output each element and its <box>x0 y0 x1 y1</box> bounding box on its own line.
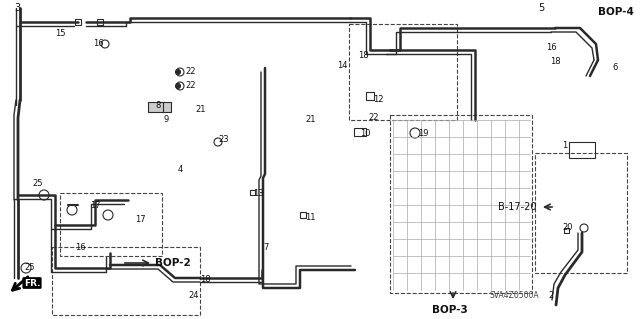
Bar <box>250 189 255 195</box>
Text: 23: 23 <box>218 136 228 145</box>
Bar <box>535 153 627 273</box>
Text: 3: 3 <box>14 3 20 13</box>
Bar <box>390 115 532 293</box>
Text: 2: 2 <box>548 291 553 300</box>
Text: 8: 8 <box>155 101 161 110</box>
Text: FR.: FR. <box>24 278 40 287</box>
Text: 4: 4 <box>178 166 183 174</box>
Text: BOP-3: BOP-3 <box>432 305 468 315</box>
Text: 18: 18 <box>550 57 561 66</box>
Text: 22: 22 <box>185 81 195 91</box>
Text: 25: 25 <box>32 179 42 188</box>
Text: SVA4Z0500A: SVA4Z0500A <box>490 291 540 300</box>
Text: 1: 1 <box>562 140 567 150</box>
Text: 22: 22 <box>185 68 195 77</box>
Text: 9: 9 <box>163 115 168 124</box>
Bar <box>354 128 366 136</box>
Bar <box>349 24 457 120</box>
Text: 16: 16 <box>546 43 557 53</box>
Text: 21: 21 <box>195 106 205 115</box>
Text: 7: 7 <box>263 243 268 253</box>
Bar <box>569 142 595 158</box>
Text: 22: 22 <box>368 114 378 122</box>
Bar <box>300 212 306 218</box>
Bar <box>366 92 374 100</box>
Bar <box>97 19 103 25</box>
Text: 17: 17 <box>90 201 100 210</box>
Circle shape <box>175 84 180 88</box>
Bar <box>52 247 200 315</box>
Bar <box>163 102 171 112</box>
Text: 18: 18 <box>200 276 211 285</box>
Text: 10: 10 <box>360 129 371 137</box>
Text: 24: 24 <box>188 291 198 300</box>
Bar <box>75 19 81 25</box>
Text: 6: 6 <box>612 63 618 72</box>
Text: 5: 5 <box>538 3 544 13</box>
Text: 14: 14 <box>337 61 348 70</box>
Text: 11: 11 <box>305 213 316 222</box>
Text: 20: 20 <box>562 224 573 233</box>
Text: 16: 16 <box>93 40 104 48</box>
Text: 25: 25 <box>24 263 35 272</box>
Text: BOP-4: BOP-4 <box>598 7 634 17</box>
Circle shape <box>175 70 180 75</box>
Text: 15: 15 <box>55 28 65 38</box>
Text: B-17-20: B-17-20 <box>498 202 536 212</box>
Bar <box>148 102 164 112</box>
Text: 16: 16 <box>75 243 86 253</box>
Text: BOP-2: BOP-2 <box>155 258 191 268</box>
Bar <box>60 193 162 256</box>
Text: 21: 21 <box>305 115 316 124</box>
Bar <box>563 227 568 233</box>
Text: 19: 19 <box>418 129 429 137</box>
Text: 18: 18 <box>358 50 369 60</box>
Text: 12: 12 <box>373 95 383 105</box>
Text: 17: 17 <box>135 216 146 225</box>
Text: 13: 13 <box>253 189 264 197</box>
